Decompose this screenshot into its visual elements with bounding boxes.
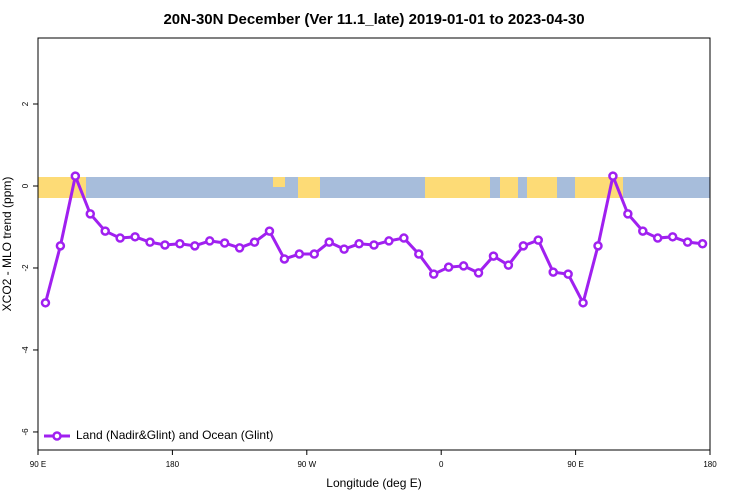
data-point [264,226,275,236]
data-point [219,238,230,248]
data-point [309,249,320,259]
x-tick-label: 90 E [30,460,46,469]
data-point [623,209,633,219]
data-point [667,232,678,242]
data-point [190,241,200,251]
data-point [458,261,469,271]
data-point [175,239,185,249]
data-point [294,249,305,259]
data-point [399,233,409,243]
legend-marker [52,431,62,441]
data-point [563,269,573,279]
land [298,177,320,198]
data-point [638,226,648,236]
plot-frame [37,37,711,451]
data-point [428,269,439,279]
y-tick-label: -6 [21,428,30,436]
data-point [369,240,379,250]
land [273,177,285,187]
y-tick-label: -2 [21,264,30,272]
land [425,177,490,198]
y-tick-label: 0 [21,183,30,188]
data-point [100,226,110,236]
data-point [115,233,125,243]
data-point [234,243,245,253]
data-point [204,236,215,246]
data-point [608,171,618,181]
data-point [518,241,529,251]
x-tick-label: 0 [439,460,444,469]
data-point [85,209,96,219]
data-point [682,237,693,247]
data-point [533,235,544,245]
y-axis-label: XCO2 - MLO trend (ppm) [0,177,14,312]
data-point [578,298,588,308]
data-point [249,237,260,247]
data-point [130,232,140,242]
data-point [40,298,51,308]
land [527,177,557,198]
data-point [55,241,66,251]
y-tick-label: -4 [21,346,30,354]
data-point [324,237,334,247]
x-axis-label: Longitude (deg E) [326,476,421,490]
data-point [548,267,558,277]
data-point [593,241,603,251]
data-point [70,171,81,181]
x-tick-label: 180 [703,460,717,469]
land [500,177,518,198]
data-point [443,262,454,272]
data-point [473,268,484,278]
data-point [697,239,708,249]
data-point [384,236,394,246]
x-tick-label: 90 E [567,460,583,469]
data-point [160,240,170,250]
legend-label: Land (Nadir&Glint) and Ocean (Glint) [76,428,273,442]
data-point [145,237,155,247]
data-point [503,260,514,270]
data-point [279,254,290,264]
data-point [652,233,663,243]
data-point [414,249,424,259]
chart-title: 20N-30N December (Ver 11.1_late) 2019-01… [163,11,584,28]
x-tick-label: 90 W [297,460,316,469]
y-tick-label: 2 [21,101,30,106]
x-tick-label: 180 [166,460,180,469]
data-point [488,251,499,261]
data-point [339,244,349,254]
data-point [354,239,364,249]
